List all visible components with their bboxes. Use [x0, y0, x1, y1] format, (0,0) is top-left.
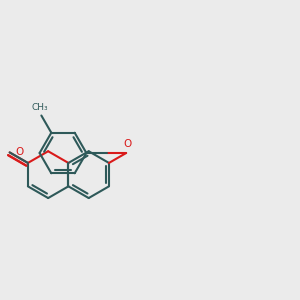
- Text: O: O: [15, 147, 23, 158]
- Text: CH₃: CH₃: [31, 103, 48, 112]
- Text: O: O: [123, 139, 131, 149]
